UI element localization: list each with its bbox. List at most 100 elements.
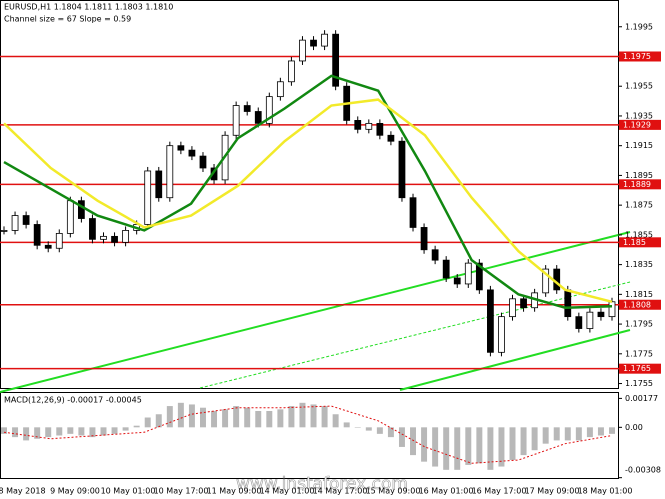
candle xyxy=(89,218,96,240)
macd-bar xyxy=(443,427,450,470)
x-tick-label: 17 May 09:00 xyxy=(525,487,580,496)
moving-average xyxy=(3,74,613,309)
candle xyxy=(254,111,262,124)
candle xyxy=(487,289,494,353)
macd-bar xyxy=(332,414,339,428)
macd-bar xyxy=(343,422,350,428)
macd-bar xyxy=(520,427,527,456)
macd-bar xyxy=(387,427,394,438)
level-label: 1.1889 xyxy=(623,180,651,189)
macd-bar xyxy=(1,427,7,434)
candle xyxy=(321,33,328,47)
x-tick-label: 15 May 09:00 xyxy=(366,487,421,496)
macd-bar xyxy=(188,404,195,428)
candle xyxy=(77,200,85,219)
channel xyxy=(0,231,631,393)
candle xyxy=(177,145,185,151)
macd-label: MACD(12,26,9) -0.00017 -0.00045 xyxy=(4,396,142,405)
macd-bar xyxy=(199,407,206,428)
macd-bar xyxy=(277,409,284,428)
candle xyxy=(100,235,107,240)
macd-bar xyxy=(144,417,151,428)
candle xyxy=(464,262,472,285)
macd-bar xyxy=(177,402,184,428)
x-tick-label: 14 May 01:00 xyxy=(260,487,315,496)
macd-bar xyxy=(465,427,472,465)
candle xyxy=(409,197,417,228)
macd-bar xyxy=(410,427,417,456)
candle xyxy=(11,215,19,231)
macd-bar xyxy=(310,404,317,428)
macd-tick-label: 0.00 xyxy=(625,423,643,432)
macd-bar xyxy=(67,427,74,434)
x-tick-label: 16 May 17:00 xyxy=(472,487,527,496)
candle xyxy=(586,311,594,329)
macd-bar xyxy=(299,402,306,428)
candle xyxy=(453,277,461,285)
channel-midline xyxy=(199,281,631,389)
y-tick-label: 1.1995 xyxy=(625,22,653,31)
candle xyxy=(520,298,527,309)
candle xyxy=(276,81,284,98)
candle xyxy=(553,268,561,291)
y-tick-label: 1.1835 xyxy=(625,260,653,269)
x-tick-label: 8 May 2018 xyxy=(0,487,46,496)
macd-bar xyxy=(376,427,383,434)
macd-bar xyxy=(266,410,273,428)
x-tick-label: 9 May 09:00 xyxy=(50,487,100,496)
candle xyxy=(509,298,516,318)
candle xyxy=(66,200,74,234)
macd-bar xyxy=(78,427,85,436)
macd-bar xyxy=(34,427,41,439)
macd-bar xyxy=(255,410,262,428)
y-tick-label: 1.1895 xyxy=(625,171,653,180)
candle xyxy=(55,232,63,249)
macd-bar xyxy=(244,407,251,428)
macd-bar xyxy=(155,414,162,428)
y-tick-label: 1.1875 xyxy=(625,201,653,210)
candle xyxy=(608,301,616,318)
candle xyxy=(442,259,450,279)
macd-bar xyxy=(509,427,516,461)
macd-bar xyxy=(354,427,361,428)
x-tick-label: 10 May 01:00 xyxy=(101,487,156,496)
x-tick-label: 11 May 09:00 xyxy=(207,487,262,496)
level-label: 1.1808 xyxy=(623,300,651,309)
candle xyxy=(420,227,428,251)
candle xyxy=(332,33,340,87)
macd-bar xyxy=(222,409,229,428)
channel-line xyxy=(0,231,631,393)
level-label: 1.1975 xyxy=(623,52,651,61)
candle xyxy=(398,140,406,199)
macd-bar xyxy=(166,406,173,428)
main-frame xyxy=(0,0,619,389)
macd-bar xyxy=(133,425,140,428)
macd-bar xyxy=(476,427,483,464)
macd-bar xyxy=(597,427,604,436)
candle xyxy=(299,39,306,62)
candle xyxy=(564,289,572,318)
candle xyxy=(354,120,362,130)
macd-tick-label: 0.00177 xyxy=(625,394,658,403)
macd-bar xyxy=(365,427,372,431)
level-tag xyxy=(619,237,661,248)
level-label: 1.1929 xyxy=(623,120,651,129)
candle xyxy=(498,316,505,353)
candle xyxy=(265,96,273,124)
candle xyxy=(122,230,129,243)
macd-bar xyxy=(56,427,63,436)
macd-bar xyxy=(432,427,439,467)
level-tag xyxy=(619,299,661,310)
macd-bar xyxy=(542,427,549,444)
y-tick-label: 1.1795 xyxy=(625,320,653,329)
candle xyxy=(33,224,41,246)
macd-tick-label: -0.00308 xyxy=(625,466,661,475)
macd-bar xyxy=(111,427,118,434)
y-tick-label: 1.1755 xyxy=(625,379,653,388)
candle xyxy=(288,60,295,83)
level-tag xyxy=(619,119,661,130)
candle xyxy=(365,122,373,130)
macd-bar xyxy=(12,427,19,438)
candle xyxy=(597,311,605,318)
